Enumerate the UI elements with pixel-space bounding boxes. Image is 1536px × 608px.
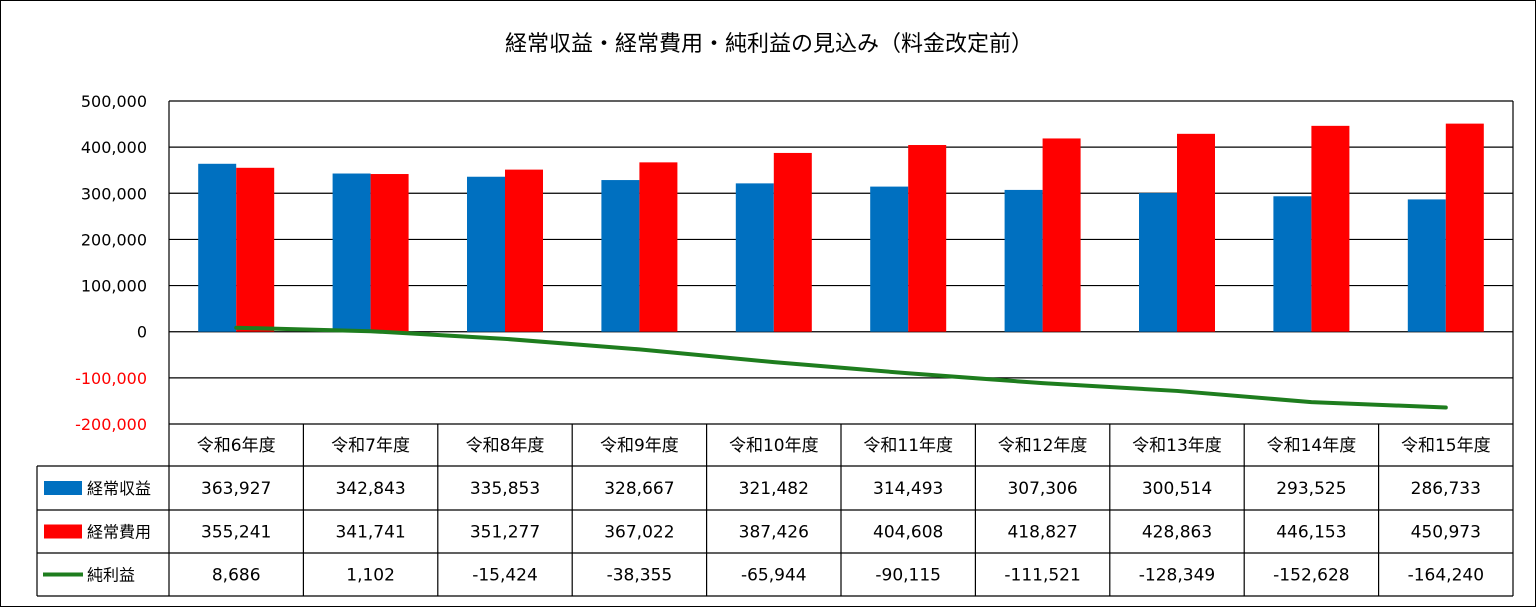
expense-bar: [639, 162, 677, 331]
expense-bar: [505, 170, 543, 332]
data-label: 300,514: [1142, 479, 1212, 499]
data-table: 令和6年度 令和7年度 令和8年度 令和9年度 令和10年度 令和11年度 令和12年度 令和…: [37, 424, 1513, 596]
y-tick-label: -100,000: [75, 369, 147, 388]
expense-bar: [371, 174, 409, 332]
data-label: 293,525: [1276, 479, 1346, 499]
x-category-label: 令和7年度: [331, 436, 410, 456]
y-tick-label: 0: [137, 323, 147, 342]
revenue-bar: [1408, 199, 1446, 331]
legend-label: 純利益: [87, 566, 135, 585]
net-profit-series-line: [236, 328, 1446, 408]
x-category-label: 令和9年度: [600, 436, 679, 456]
data-label: 314,493: [873, 479, 943, 499]
data-label: 342,843: [335, 479, 405, 499]
x-category-label: 令和6年度: [197, 436, 276, 456]
y-tick-label: 300,000: [81, 184, 147, 203]
data-label: 450,973: [1411, 523, 1481, 543]
data-label: 307,306: [1007, 479, 1077, 499]
revenue-bar: [333, 174, 371, 332]
x-category-label: 令和8年度: [466, 436, 545, 456]
data-label: 286,733: [1411, 479, 1481, 499]
data-label: 428,863: [1142, 523, 1212, 543]
revenue-bar: [198, 164, 236, 332]
data-label: -164,240: [1408, 566, 1484, 586]
data-label: -152,628: [1273, 566, 1349, 586]
x-category-label: 令和15年度: [1401, 436, 1491, 456]
revenue-bar: [1139, 193, 1177, 332]
net-profit-line: [236, 328, 1446, 408]
data-label: 367,022: [604, 523, 674, 543]
x-category-label: 令和13年度: [1132, 436, 1222, 456]
data-label: 355,241: [201, 523, 271, 543]
revenue-bar: [601, 180, 639, 332]
y-tick-label: 400,000: [81, 138, 147, 157]
legend-label: 経常収益: [87, 479, 151, 498]
revenue-bar: [467, 177, 505, 332]
data-label: 8,686: [212, 566, 261, 586]
legend-key-expense: [44, 525, 82, 539]
revenue-bar: [736, 183, 774, 331]
data-label: 446,153: [1276, 523, 1346, 543]
chart-title: 経常収益・経常費用・純利益の見込み（料金改定前）: [505, 32, 1033, 57]
data-label: 335,853: [470, 479, 540, 499]
x-category-label: 令和14年度: [1267, 436, 1357, 456]
data-label: -90,115: [875, 566, 941, 586]
data-label: 1,102: [346, 566, 395, 586]
expense-bar: [1446, 124, 1484, 332]
data-label: 363,927: [201, 479, 271, 499]
data-label: 351,277: [470, 523, 540, 543]
data-label: 341,741: [335, 523, 405, 543]
x-category-label: 令和10年度: [729, 436, 819, 456]
data-label: 418,827: [1007, 523, 1077, 543]
y-tick-label: 200,000: [81, 230, 147, 249]
expense-bar: [908, 145, 946, 332]
bars: [198, 124, 1484, 332]
data-label: -128,349: [1139, 566, 1215, 586]
data-label: -15,424: [472, 566, 538, 586]
legend-label: 経常費用: [87, 523, 151, 542]
y-tick-label: 500,000: [81, 92, 147, 111]
revenue-bar: [1273, 196, 1311, 331]
data-label: 328,667: [604, 479, 674, 499]
x-category-label: 令和11年度: [863, 436, 953, 456]
data-label: 321,482: [739, 479, 809, 499]
data-label: -38,355: [607, 566, 673, 586]
expense-bar: [1311, 126, 1349, 332]
data-label: 387,426: [739, 523, 809, 543]
expense-bar: [1177, 134, 1215, 332]
revenue-bar: [870, 187, 908, 332]
expense-bar: [236, 168, 274, 332]
expense-bar: [1043, 138, 1081, 331]
revenue-bar: [1005, 190, 1043, 332]
y-axis-ticks: 500,000 400,000 300,000 200,000 100,000 0 -100…: [75, 92, 147, 434]
expense-bar: [774, 153, 812, 332]
y-tick-label: 100,000: [81, 277, 147, 296]
data-label: -111,521: [1004, 566, 1080, 586]
x-category-label: 令和12年度: [998, 436, 1088, 456]
data-label: -65,944: [741, 566, 807, 586]
y-tick-label: -200,000: [75, 415, 147, 434]
legend-key-revenue: [44, 481, 82, 495]
data-label: 404,608: [873, 523, 943, 543]
